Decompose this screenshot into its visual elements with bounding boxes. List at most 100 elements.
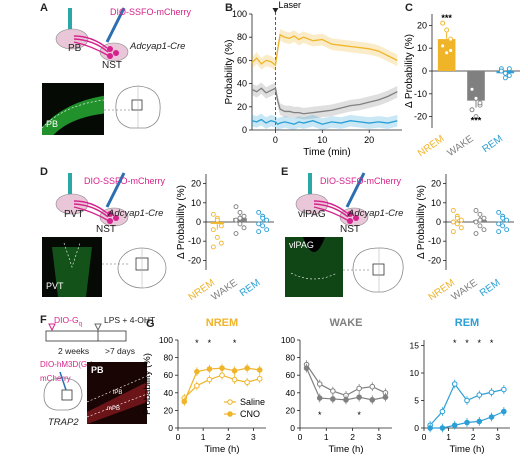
legend-saline-label: Saline bbox=[240, 397, 265, 407]
panel-e-schematic bbox=[295, 172, 369, 227]
laser-marker-icon bbox=[272, 8, 279, 13]
panel-a-micrograph: PB bbox=[42, 83, 104, 135]
panel-d-virus: DIO-SSFO-mCherry bbox=[84, 176, 165, 186]
syringe-icon bbox=[105, 7, 126, 43]
y-tick-label: -20 bbox=[428, 255, 441, 265]
g-title-nrem: NREM bbox=[206, 317, 238, 329]
x-tick-label: 2 bbox=[471, 432, 476, 442]
sig-star: * bbox=[490, 338, 494, 348]
point-nrem bbox=[218, 223, 224, 229]
panel-f-dreadd: DIO-Gq bbox=[54, 315, 82, 328]
panel-f-sub-b: mPB bbox=[107, 406, 121, 412]
panel-a-brain-atlas bbox=[104, 85, 161, 129]
sig-wake: *** bbox=[471, 115, 482, 125]
panel-e-virus: DIO-SSFO-mCherry bbox=[320, 176, 401, 186]
sig-star: * bbox=[453, 338, 457, 348]
panel-d-schematic bbox=[55, 172, 129, 227]
x-axis-label: Time (min) bbox=[303, 147, 350, 158]
point-wake bbox=[233, 204, 239, 210]
y-tick-label: 40 bbox=[286, 388, 296, 398]
y-tick-label: 0 bbox=[168, 423, 173, 433]
panel-e-mouse: Adcyap1-Cre bbox=[348, 208, 404, 219]
y-tick-label: -10 bbox=[428, 236, 441, 246]
nrem-cno-point bbox=[244, 365, 250, 371]
point-wake bbox=[473, 208, 479, 213]
nrem-saline-point bbox=[219, 372, 225, 379]
nrem-saline-point bbox=[231, 376, 238, 383]
sig-star: * bbox=[357, 410, 361, 420]
xlabel-nrem: NREM bbox=[416, 133, 446, 159]
panel-e-micrograph: vlPAG bbox=[285, 237, 343, 297]
rem-saline-point bbox=[451, 381, 458, 387]
panel-f-days: >7 days bbox=[105, 346, 136, 356]
y-tick-label: 20 bbox=[286, 405, 296, 415]
wake-saline-line bbox=[306, 364, 386, 397]
point-rem bbox=[264, 227, 270, 233]
panel-a-virus: DIO-SSFO-mCherry bbox=[110, 7, 191, 17]
y-tick-label: 15 bbox=[410, 341, 420, 351]
x-tick-label: 0 bbox=[422, 432, 427, 442]
legend-saline-marker bbox=[227, 399, 233, 405]
point-rem bbox=[502, 70, 508, 76]
point-rem bbox=[502, 75, 508, 81]
g-title-rem: REM bbox=[455, 317, 479, 329]
y-tick-label: -10 bbox=[188, 236, 201, 246]
y-tick-label: 0 bbox=[196, 217, 201, 227]
panel-f-sub-a: lPB bbox=[113, 390, 123, 396]
rem-saline-point bbox=[488, 389, 495, 396]
panel-f-micrograph: PB lPB mPB bbox=[87, 362, 147, 424]
point-nrem bbox=[444, 50, 450, 56]
bar-nrem bbox=[210, 222, 225, 224]
panel-d-source: PVT bbox=[64, 209, 84, 220]
x-axis-label: Time (h) bbox=[204, 444, 239, 455]
panel-d-brain-atlas bbox=[102, 247, 167, 289]
wake-saline-point bbox=[316, 381, 323, 387]
rem-cno-point bbox=[476, 418, 483, 425]
point-rem bbox=[260, 215, 266, 221]
x-tick-label: 2 bbox=[350, 432, 355, 442]
xlabel-wake: WAKE bbox=[446, 133, 476, 159]
legend-cno-label: CNO bbox=[240, 409, 260, 419]
point-nrem bbox=[454, 215, 460, 221]
nrem-saline-point bbox=[256, 375, 263, 382]
y-tick-label: 0 bbox=[242, 125, 247, 135]
rem-saline-point bbox=[476, 392, 483, 398]
wake-cno-point bbox=[382, 394, 389, 400]
y-tick-label: 10 bbox=[410, 368, 420, 378]
nrem-cno-point bbox=[219, 365, 225, 371]
xlabel-rem: REM bbox=[238, 277, 263, 299]
point-nrem bbox=[440, 43, 446, 49]
point-wake bbox=[473, 219, 479, 225]
point-rem bbox=[504, 227, 510, 233]
point-wake bbox=[469, 107, 475, 113]
y-tick-label: 80 bbox=[286, 353, 296, 363]
panel-e-target: NST bbox=[340, 224, 360, 235]
xlabel-wake: WAKE bbox=[210, 277, 240, 303]
g-title-wake: WAKE bbox=[330, 317, 363, 329]
point-wake bbox=[237, 209, 243, 215]
point-wake bbox=[233, 231, 239, 236]
wake-cno-point bbox=[369, 397, 376, 403]
y-tick-label: 0 bbox=[290, 423, 295, 433]
x-tick-label: 1 bbox=[324, 432, 329, 442]
nrem-sem-band bbox=[252, 29, 398, 71]
sig-star: * bbox=[233, 338, 237, 348]
nrem-cno-point bbox=[256, 367, 263, 373]
sig-star: * bbox=[208, 338, 212, 348]
point-rem bbox=[506, 66, 512, 72]
point-rem bbox=[260, 223, 266, 229]
nrem-saline-point bbox=[206, 376, 213, 383]
nrem-line bbox=[251, 33, 398, 67]
x-axis-label: Time (h) bbox=[449, 444, 484, 455]
panel-f-weeks: 2 weeks bbox=[58, 346, 90, 356]
panel-a-target: NST bbox=[102, 60, 122, 71]
point-nrem bbox=[210, 244, 216, 250]
rem-cno-point bbox=[488, 414, 495, 420]
point-wake bbox=[237, 215, 243, 221]
rem-saline-point bbox=[501, 386, 507, 393]
panel-label-a: A bbox=[40, 2, 48, 14]
y-tick-label: 40 bbox=[164, 388, 174, 398]
y-tick-label: 20 bbox=[164, 405, 174, 415]
nrem-saline-point bbox=[244, 379, 250, 386]
